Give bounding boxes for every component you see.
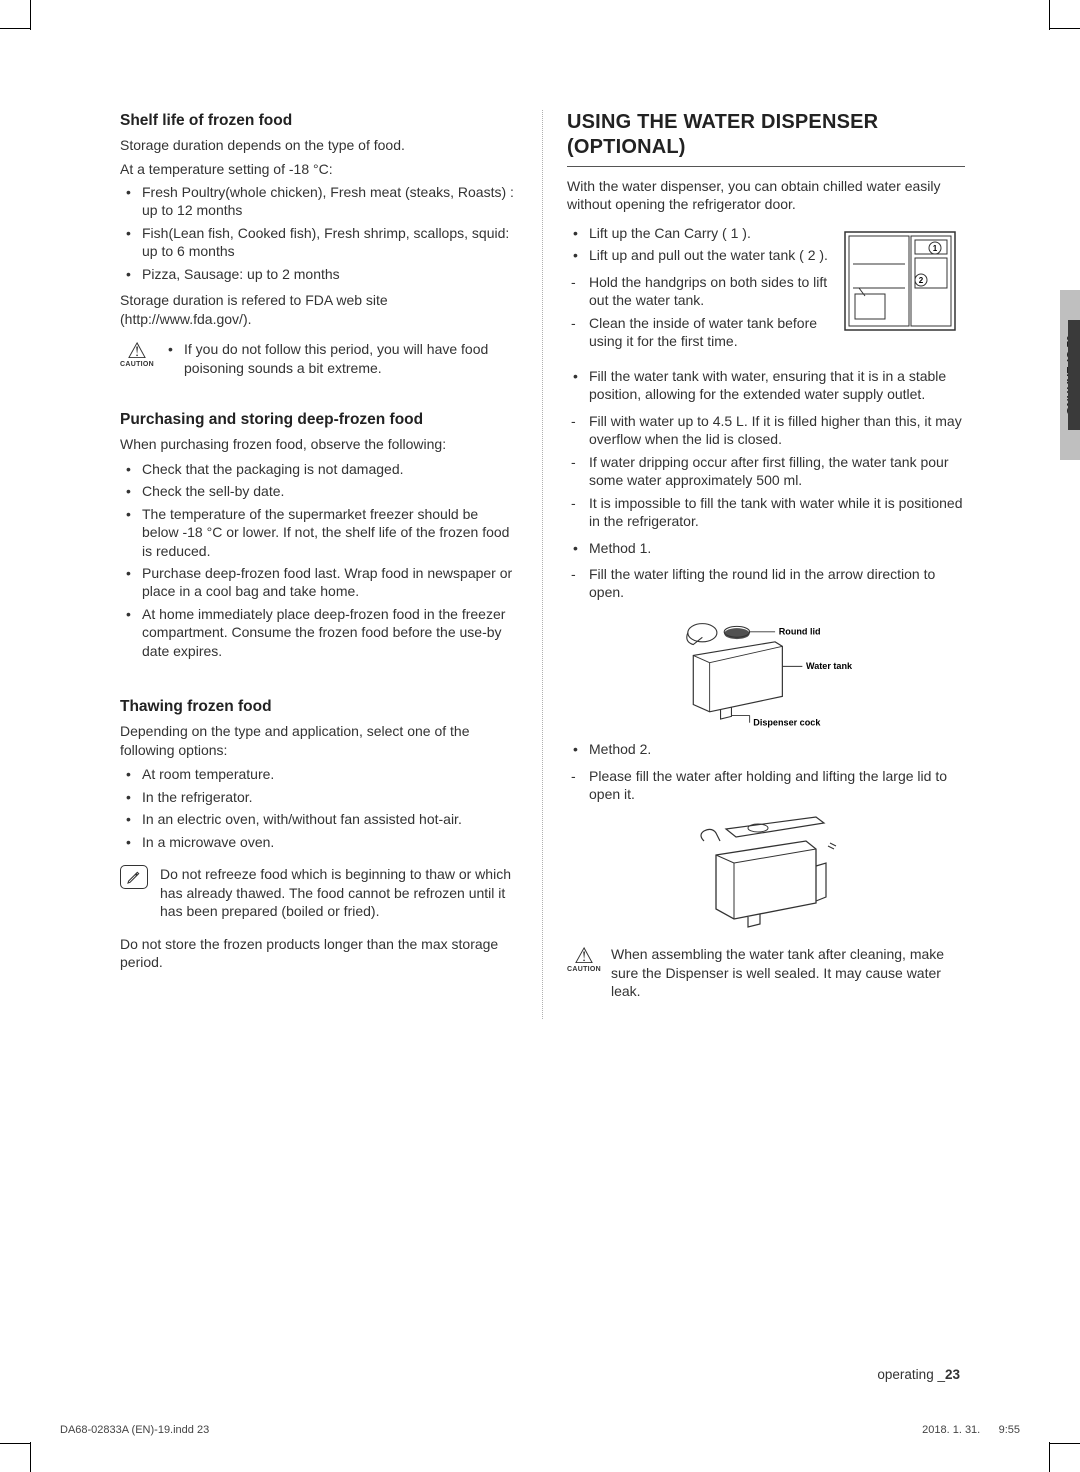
max-storage-text: Do not store the frozen products longer … — [120, 935, 518, 972]
list-item: Fresh Poultry(whole chicken), Fresh meat… — [120, 183, 518, 220]
pencil-icon — [126, 869, 142, 885]
list-item: In an electric oven, with/without fan as… — [120, 810, 518, 828]
note-text: Do not refreeze food which is beginning … — [160, 865, 518, 920]
list-item: Fill with water up to 4.5 L. If it is fi… — [567, 412, 965, 449]
list-item: It is impossible to fill the tank with w… — [567, 494, 965, 531]
list-item: At home immediately place deep-frozen fo… — [120, 605, 518, 660]
two-column-layout: Shelf life of frozen food Storage durati… — [120, 110, 965, 1019]
list-item: In a microwave oven. — [120, 833, 518, 851]
column-divider — [542, 110, 543, 1019]
warning-triangle-icon: ⚠ — [567, 945, 601, 967]
left-column: Shelf life of frozen food Storage durati… — [120, 110, 524, 1019]
label-water-tank: Water tank — [806, 661, 853, 671]
caution-label: CAUTION — [120, 361, 154, 368]
list-item: The temperature of the supermarket freez… — [120, 505, 518, 560]
list-item: Check the sell-by date. — [120, 482, 518, 500]
steps-b: Fill the water tank with water, ensuring… — [567, 367, 965, 404]
print-footer: DA68-02833A (EN)-19.indd 23 2018. 1. 31.… — [60, 1424, 1020, 1436]
page-number: 23 — [945, 1367, 960, 1382]
caution-block-2: ⚠ CAUTION When assembling the water tank… — [567, 945, 965, 1000]
list-item: Hold the handgrips on both sides to lift… — [567, 273, 965, 310]
method1: Method 1. — [567, 539, 965, 557]
steps-b-dash: Fill with water up to 4.5 L. If it is fi… — [567, 412, 965, 531]
caution-icon: ⚠ CAUTION — [567, 945, 601, 973]
list-item: At room temperature. — [120, 765, 518, 783]
method1-dash: Fill the water lifting the round lid in … — [567, 565, 965, 602]
thaw-heading: Thawing frozen food — [120, 698, 518, 716]
list-item: Lift up the Can Carry ( 1 ). — [567, 224, 965, 242]
list-item: Clean the inside of water tank before us… — [567, 314, 965, 351]
shelf-intro-1: Storage duration depends on the type of … — [120, 136, 518, 154]
warning-triangle-icon: ⚠ — [120, 340, 154, 362]
purchase-heading: Purchasing and storing deep-frozen food — [120, 411, 518, 429]
list-item: Fill the water tank with water, ensuring… — [567, 367, 965, 404]
list-item: Pizza, Sausage: up to 2 months — [120, 265, 518, 283]
heading-rule — [567, 166, 965, 167]
purchase-intro: When purchasing frozen food, observe the… — [120, 435, 518, 453]
list-item: Lift up and pull out the water tank ( 2 … — [567, 246, 965, 264]
list-item: Check that the packaging is not damaged. — [120, 460, 518, 478]
caution-text: When assembling the water tank after cle… — [611, 945, 965, 1000]
method2: Method 2. — [567, 740, 965, 758]
section-tab-dark — [1068, 320, 1080, 430]
list-item: Fill the water lifting the round lid in … — [567, 565, 965, 602]
thaw-intro: Depending on the type and application, s… — [120, 722, 518, 759]
water-tank-illustration-2 — [686, 811, 846, 931]
list-item: In the refrigerator. — [120, 788, 518, 806]
note-block: Do not refreeze food which is beginning … — [120, 865, 518, 920]
note-icon — [120, 865, 148, 889]
list-item: Purchase deep-frozen food last. Wrap foo… — [120, 564, 518, 601]
method2-dash: Please fill the water after holding and … — [567, 767, 965, 804]
label-round-lid: Round lid — [779, 626, 821, 636]
footer-left: DA68-02833A (EN)-19.indd 23 — [60, 1424, 209, 1436]
shelf-list: Fresh Poultry(whole chicken), Fresh meat… — [120, 183, 518, 283]
right-column: USING THE WATER DISPENSER (OPTIONAL) Wit… — [561, 110, 965, 1019]
list-item: Method 1. — [567, 539, 965, 557]
water-tank-illustration-1: Round lid Water tank Dispenser cock — [666, 610, 866, 728]
dispenser-intro: With the water dispenser, you can obtain… — [567, 177, 965, 214]
list-item: Method 2. — [567, 740, 965, 758]
thaw-list: At room temperature. In the refrigerator… — [120, 765, 518, 851]
list-item: If water dripping occur after first fill… — [567, 453, 965, 490]
main-heading: USING THE WATER DISPENSER (OPTIONAL) — [567, 110, 965, 160]
list-item: Please fill the water after holding and … — [567, 767, 965, 804]
caution-icon: ⚠ CAUTION — [120, 340, 154, 368]
caution-text: If you do not follow this period, you wi… — [164, 340, 518, 377]
caution-label: CAUTION — [567, 966, 601, 973]
shelf-ref: Storage duration is refered to FDA web s… — [120, 291, 518, 328]
list-item: Fish(Lean fish, Cooked fish), Fresh shri… — [120, 224, 518, 261]
page-number-line: operating _23 — [877, 1367, 960, 1382]
purchase-list: Check that the packaging is not damaged.… — [120, 460, 518, 661]
caution-block: ⚠ CAUTION If you do not follow this peri… — [120, 340, 518, 377]
manual-page: Shelf life of frozen food Storage durati… — [60, 60, 1020, 1412]
shelf-intro-2: At a temperature setting of -18 °C: — [120, 160, 518, 178]
shelf-life-heading: Shelf life of frozen food — [120, 112, 518, 130]
footer-right: 2018. 1. 31. 9:55 — [922, 1424, 1020, 1436]
label-dispenser-cock: Dispenser cock — [753, 717, 821, 727]
page-label: operating _ — [877, 1367, 945, 1382]
